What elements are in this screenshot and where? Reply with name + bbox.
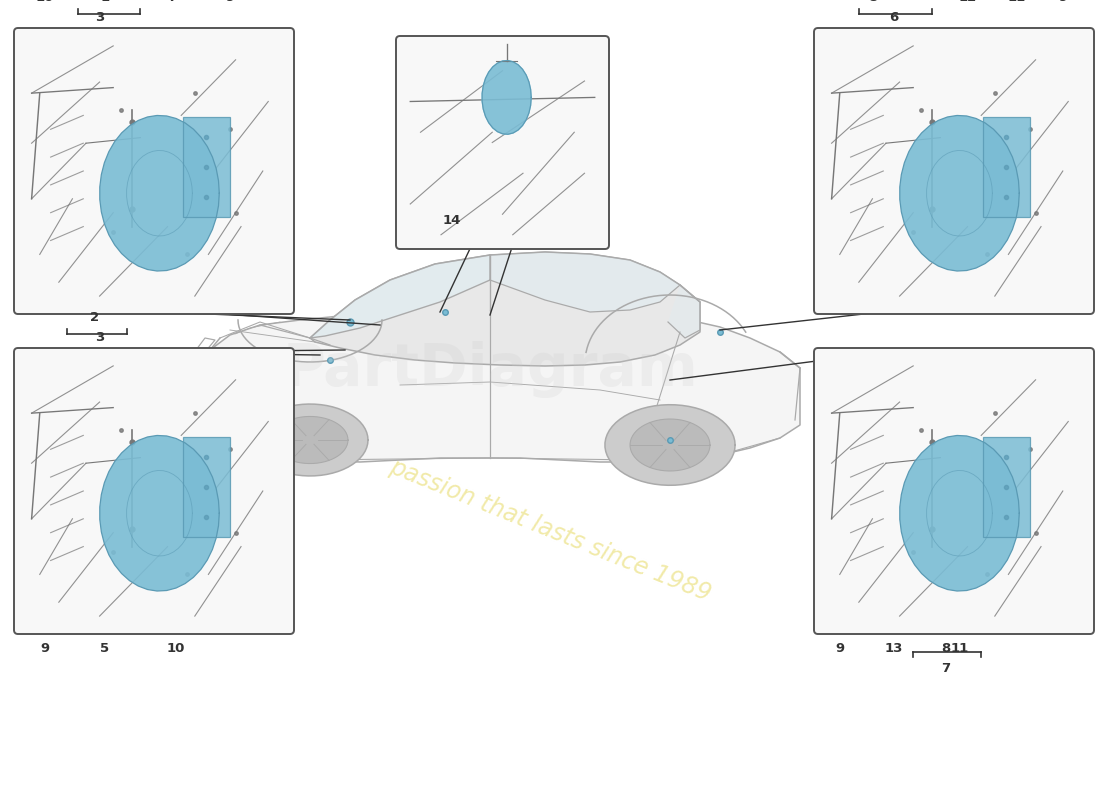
- Text: 6: 6: [890, 11, 899, 24]
- Text: 3: 3: [95, 11, 104, 24]
- Text: 9: 9: [835, 642, 845, 655]
- Polygon shape: [490, 252, 680, 312]
- Text: 9: 9: [41, 642, 50, 655]
- Polygon shape: [185, 310, 800, 462]
- FancyBboxPatch shape: [814, 28, 1094, 314]
- Text: 1: 1: [100, 0, 110, 4]
- Text: 4: 4: [166, 0, 175, 4]
- Text: 12: 12: [958, 0, 977, 4]
- Polygon shape: [100, 435, 219, 591]
- Bar: [184, 117, 230, 217]
- Text: 2: 2: [89, 311, 99, 324]
- FancyBboxPatch shape: [814, 348, 1094, 634]
- Text: 10: 10: [36, 0, 54, 4]
- Text: 7: 7: [942, 662, 950, 675]
- Text: 3: 3: [95, 331, 104, 344]
- Polygon shape: [630, 419, 710, 471]
- Polygon shape: [482, 61, 531, 134]
- Polygon shape: [272, 417, 348, 463]
- Text: 8: 8: [868, 0, 877, 4]
- Text: 13: 13: [886, 642, 903, 655]
- Polygon shape: [252, 404, 368, 476]
- Polygon shape: [100, 115, 219, 271]
- Polygon shape: [900, 435, 1020, 591]
- Bar: [983, 117, 1030, 217]
- FancyBboxPatch shape: [396, 36, 609, 249]
- Polygon shape: [668, 285, 700, 338]
- Text: passion that lasts since 1989: passion that lasts since 1989: [386, 454, 714, 606]
- FancyBboxPatch shape: [14, 28, 294, 314]
- Text: 5: 5: [100, 642, 110, 655]
- Polygon shape: [310, 255, 490, 338]
- Bar: [184, 437, 230, 537]
- Bar: [983, 437, 1030, 537]
- Text: 10: 10: [166, 642, 185, 655]
- Text: 9: 9: [226, 0, 234, 4]
- Text: 11: 11: [1008, 0, 1025, 4]
- Text: 8: 8: [942, 642, 950, 655]
- Text: PartDiagram: PartDiagram: [282, 342, 697, 398]
- FancyBboxPatch shape: [14, 348, 294, 634]
- Text: 11: 11: [950, 642, 969, 655]
- Polygon shape: [900, 115, 1020, 271]
- Polygon shape: [310, 252, 700, 366]
- Polygon shape: [605, 405, 735, 486]
- Text: 14: 14: [442, 214, 461, 227]
- Text: 9: 9: [1058, 0, 1067, 4]
